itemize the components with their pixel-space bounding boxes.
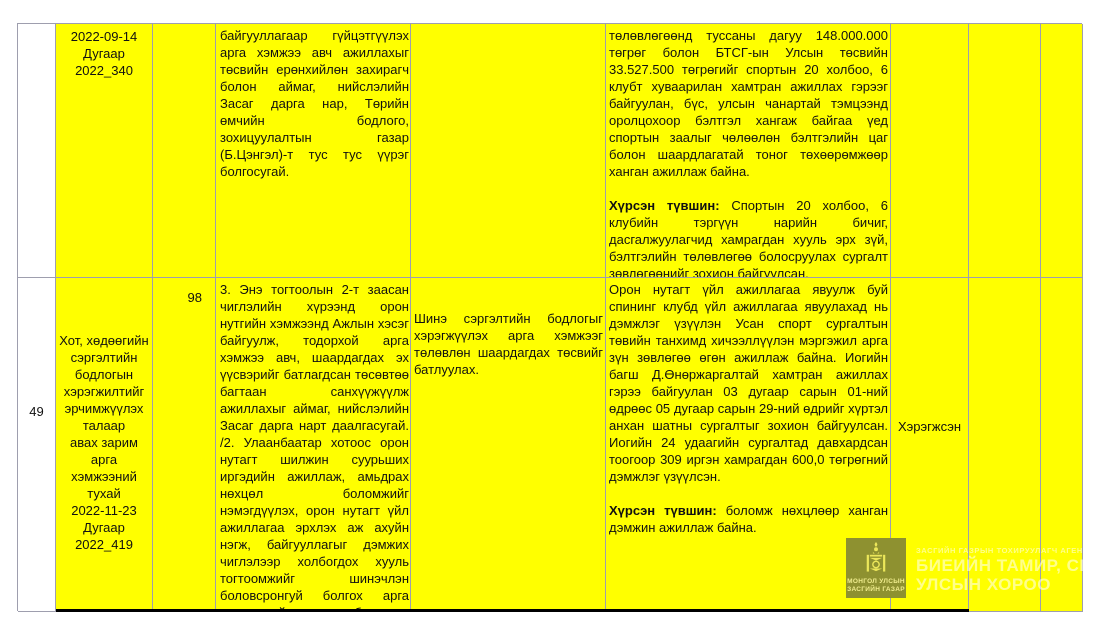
- cell-row-number: 49: [18, 278, 56, 612]
- cell-implementation: төлөвлөгөөнд туссаны дагуу 148.000.000 т…: [606, 24, 891, 278]
- cell-plan: [411, 24, 606, 278]
- implementation-level: Хүрсэн түвшин: Спортын 20 холбоо, 6 клуб…: [609, 197, 888, 278]
- cell-decree-text: байгууллагаар гүйцэтгүүлэх арга хэмжээ а…: [216, 24, 411, 278]
- cell-empty-2: [1041, 24, 1083, 278]
- level-text: боломж нөхцлөөр ханган дэмжин ажиллаж ба…: [609, 503, 888, 535]
- cell-plan: Шинэ сэргэлтийн бодлогыг хэрэгжүүлэх арг…: [411, 278, 606, 612]
- cell-percent: 98: [153, 278, 216, 612]
- level-text: Спортын 20 холбоо, 6 клубийн тэргүүн нар…: [609, 198, 888, 278]
- cell-empty-1: [969, 24, 1041, 278]
- cell-percent: [153, 24, 216, 278]
- cell-status: [891, 24, 969, 278]
- cell-decree-title: Хот, хөдөөгийн сэргэлтийн бодлогын хэрэг…: [56, 278, 153, 612]
- cell-implementation: Орон нутагт үйл ажиллагаа явуулж буй спи…: [606, 278, 891, 612]
- cell-empty-2: [1041, 278, 1083, 612]
- implementation-body: Орон нутагт үйл ажиллагаа явуулж буй спи…: [609, 282, 888, 484]
- results-table: 2022-09-14 Дугаар 2022_340 байгууллагаар…: [17, 23, 1083, 612]
- table-cut-divider: [56, 609, 969, 612]
- cell-status: Хэрэгжсэн: [891, 278, 969, 612]
- level-label: Хүрсэн түвшин:: [609, 503, 717, 518]
- implementation-body: төлөвлөгөөнд туссаны дагуу 148.000.000 т…: [609, 28, 888, 179]
- level-label: Хүрсэн түвшин:: [609, 198, 720, 213]
- cell-empty-1: [969, 278, 1041, 612]
- implementation-level: Хүрсэн түвшин: боломж нөхцлөөр ханган дэ…: [609, 502, 888, 536]
- cell-decree-date: 2022-09-14 Дугаар 2022_340: [56, 24, 153, 278]
- cell-decree-text: 3. Энэ тогтоолын 2-т заасан чиглэлийн хү…: [216, 278, 411, 612]
- cell-row-number: [18, 24, 56, 278]
